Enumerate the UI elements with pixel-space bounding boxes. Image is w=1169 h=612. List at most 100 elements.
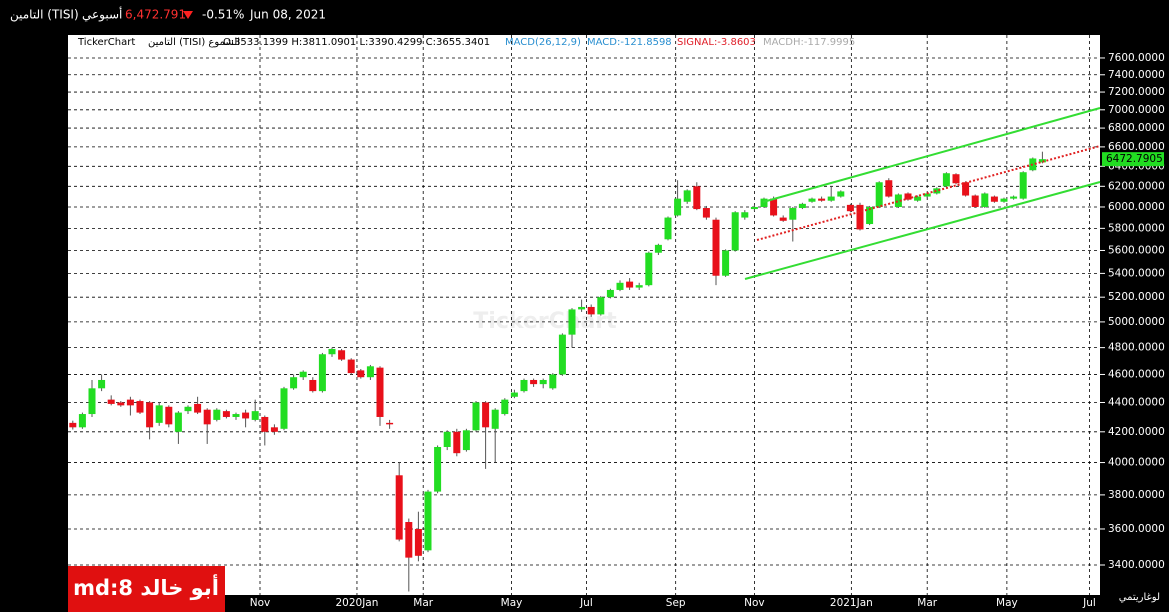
candle-body — [1000, 198, 1008, 202]
y-tick-label: 3400.0000 — [1108, 559, 1165, 571]
y-tick-label: 3600.0000 — [1108, 523, 1165, 535]
candle-body — [654, 244, 662, 253]
legend-macd: MACD(26,12,9) — [505, 37, 581, 48]
candle-body — [462, 430, 470, 451]
candle-body — [616, 282, 624, 290]
candle-body — [990, 196, 998, 202]
candle-body — [482, 402, 490, 428]
candle-body — [712, 219, 720, 276]
candle-body — [414, 528, 422, 556]
legend-macd-value: MACD:-121.8598 — [587, 37, 672, 48]
candle-body — [952, 174, 960, 184]
channel-mid — [756, 145, 1101, 241]
candle-body — [904, 193, 912, 200]
candle-body — [549, 374, 557, 389]
candle-body — [731, 212, 739, 251]
channel-upper — [762, 107, 1101, 203]
candle-body — [424, 491, 432, 551]
candle-body — [539, 379, 547, 385]
y-tick-label: 7400.0000 — [1108, 69, 1165, 81]
candle-body — [117, 402, 125, 406]
candle-body — [280, 388, 288, 429]
candle-body — [405, 522, 413, 558]
y-tick-label: 7000.0000 — [1108, 104, 1165, 116]
candle-body — [299, 371, 307, 378]
candle-body — [347, 359, 355, 374]
y-tick-label: 6000.0000 — [1108, 201, 1165, 213]
candle-body — [510, 392, 518, 397]
y-tick-label: 6200.0000 — [1108, 180, 1165, 192]
candle-body — [798, 203, 806, 209]
candle-body — [722, 250, 730, 276]
candle-body — [578, 306, 586, 310]
watermark: TickerChart — [473, 309, 617, 334]
candle-body — [318, 354, 326, 392]
candle-body — [453, 431, 461, 454]
y-tick-label: 4200.0000 — [1108, 426, 1165, 438]
candle-body — [866, 206, 874, 225]
candle-body — [155, 405, 163, 423]
candle-body — [818, 198, 826, 201]
candle-body — [1010, 196, 1018, 199]
y-tick-label: 6800.0000 — [1108, 122, 1165, 134]
candle-body — [69, 422, 77, 428]
grid — [68, 35, 1100, 595]
candle-body — [501, 399, 509, 415]
candle-body — [837, 191, 845, 197]
down-arrow — [183, 11, 193, 19]
candle-body — [472, 402, 480, 431]
candles — [69, 151, 1046, 592]
candle-body — [875, 182, 883, 207]
candle-body — [366, 366, 374, 378]
candle-body — [981, 193, 989, 207]
candle-body — [779, 217, 787, 221]
candle-body — [846, 204, 854, 212]
y-tick-label: 4800.0000 — [1108, 342, 1165, 354]
candle-body — [78, 414, 86, 428]
candle-body — [741, 212, 749, 218]
candle-body — [213, 409, 221, 420]
header-change: -0.51% — [202, 8, 244, 22]
candle-body — [530, 379, 538, 385]
candle-body — [923, 193, 931, 197]
candle-body — [222, 411, 230, 417]
candle-body — [270, 427, 278, 432]
candle-body — [194, 403, 202, 413]
candle-body — [165, 406, 173, 425]
y-tick-label: 5400.0000 — [1108, 267, 1165, 279]
axes: 3400.0000 3600.0000 3800.0000 4000.0000 4200… — [250, 52, 1165, 609]
candle-body — [856, 204, 864, 230]
candle-body — [789, 208, 797, 220]
candle-body — [962, 182, 970, 196]
candle-body — [971, 195, 979, 207]
channel-lower — [744, 181, 1101, 280]
candle-body — [338, 350, 346, 360]
candle-body — [702, 208, 710, 218]
y-tick-label: 3800.0000 — [1108, 489, 1165, 501]
candle-body — [242, 412, 250, 419]
candle-body — [635, 285, 643, 288]
candle-body — [88, 388, 96, 415]
y-tick-label: 4400.0000 — [1108, 396, 1165, 408]
badge: md:8 أبو خالد — [73, 573, 219, 600]
candle-body — [126, 399, 134, 406]
y-tick-label: 5200.0000 — [1108, 291, 1165, 303]
x-tick-label: Jul — [1082, 597, 1096, 609]
candle-body — [568, 309, 576, 335]
candle-body — [770, 198, 778, 216]
candle-body — [376, 367, 384, 417]
x-tick-label: Mar — [413, 597, 433, 609]
header-price: 6,472.791 — [125, 8, 186, 22]
candle-body — [827, 196, 835, 201]
x-tick-label: Sep — [666, 597, 686, 609]
y-tick-label: 5000.0000 — [1108, 316, 1165, 328]
y-tick-label: 7600.0000 — [1108, 52, 1165, 64]
candle-body — [395, 475, 403, 540]
candle-body — [693, 186, 701, 210]
y-tick-label: 5600.0000 — [1108, 244, 1165, 256]
candle-body — [674, 198, 682, 216]
header-symbol: التامين (TISI) — [10, 8, 79, 23]
candle-body — [290, 377, 298, 389]
candle-body — [203, 409, 211, 425]
